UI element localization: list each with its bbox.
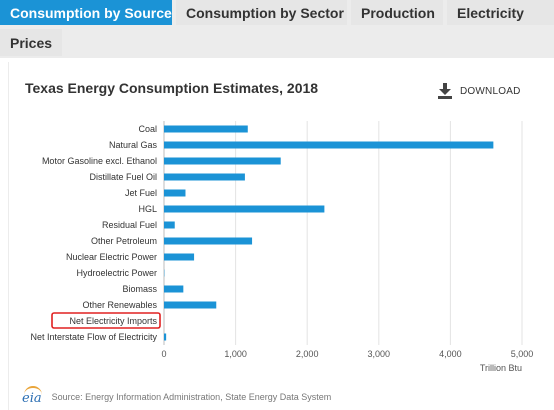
tab-consumption-by-sector[interactable]: Consumption by Sector xyxy=(176,0,347,25)
bar xyxy=(164,125,248,133)
tab-production[interactable]: Production xyxy=(351,0,443,25)
x-tick-label: 2,000 xyxy=(296,349,319,359)
bar xyxy=(164,157,281,165)
tab-consumption-by-source[interactable]: Consumption by Source xyxy=(0,0,172,25)
tab-bar: Consumption by Source Consumption by Sec… xyxy=(0,0,554,58)
chart-title: Texas Energy Consumption Estimates, 2018 xyxy=(25,80,319,96)
category-label: HGL xyxy=(138,204,157,214)
category-label: Coal xyxy=(138,124,157,134)
highlight-box xyxy=(51,312,161,329)
download-button[interactable]: DOWNLOAD xyxy=(438,82,521,100)
x-axis-label: Trillion Btu xyxy=(480,363,522,373)
category-label: Hydroelectric Power xyxy=(76,268,157,278)
bar xyxy=(164,333,167,341)
category-label: Residual Fuel xyxy=(102,220,157,230)
bar xyxy=(164,205,325,213)
x-tick-label: 3,000 xyxy=(368,349,391,359)
bar xyxy=(164,189,186,197)
source-text: Source: Energy Information Administratio… xyxy=(51,392,332,402)
eia-logo: eia xyxy=(22,385,42,406)
category-label: Nuclear Electric Power xyxy=(66,252,157,262)
tab-prices[interactable]: Prices xyxy=(0,29,62,56)
download-label: DOWNLOAD xyxy=(460,85,521,97)
download-icon xyxy=(438,83,452,99)
category-label: Biomass xyxy=(122,284,157,294)
x-tick-label: 5,000 xyxy=(511,349,534,359)
category-label: Other Petroleum xyxy=(91,236,157,246)
category-label: Natural Gas xyxy=(109,140,158,150)
category-label: Jet Fuel xyxy=(125,188,157,198)
bar xyxy=(164,221,175,229)
bar xyxy=(164,237,253,245)
source-line: eia Source: Energy Information Administr… xyxy=(22,385,332,406)
tab-electricity[interactable]: Electricity xyxy=(447,0,554,25)
bar xyxy=(164,141,494,149)
x-tick-label: 4,000 xyxy=(439,349,462,359)
bar xyxy=(164,301,217,309)
category-label: Other Renewables xyxy=(82,300,157,310)
bar xyxy=(164,253,195,261)
category-label: Motor Gasoline excl. Ethanol xyxy=(42,156,157,166)
x-tick-label: 1,000 xyxy=(224,349,247,359)
category-label: Net Electricity Imports xyxy=(69,316,157,326)
bar xyxy=(164,173,245,181)
category-label: Distillate Fuel Oil xyxy=(89,172,157,182)
chart-card xyxy=(8,62,554,410)
x-tick-label: 0 xyxy=(161,349,166,359)
category-label: Net Interstate Flow of Electricity xyxy=(30,332,157,342)
bar xyxy=(164,285,184,293)
